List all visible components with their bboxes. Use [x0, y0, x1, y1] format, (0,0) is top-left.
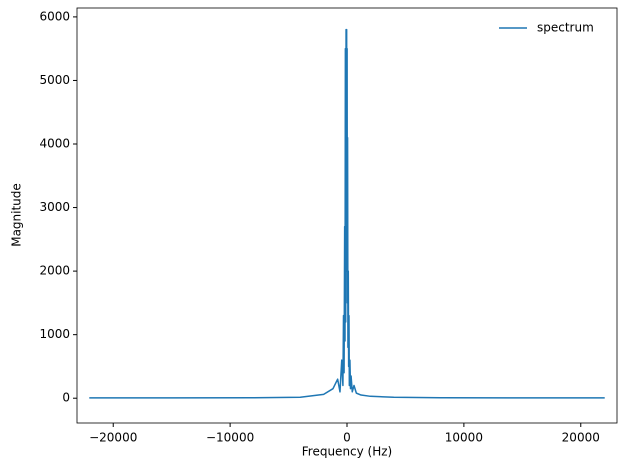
- x-tick-label: −20000: [89, 431, 137, 445]
- plot-frame: [76, 7, 618, 424]
- x-tick-label: 0: [343, 431, 351, 445]
- x-tick-label: −10000: [206, 431, 254, 445]
- y-tick-label: 0: [62, 391, 70, 405]
- x-tick-label: 10000: [445, 431, 483, 445]
- y-tick-label: 2000: [39, 264, 70, 278]
- spectrum-line: [89, 28, 605, 399]
- y-tick-label: 5000: [39, 73, 70, 87]
- x-axis-label: Frequency (Hz): [302, 445, 393, 459]
- legend-label: spectrum: [537, 21, 594, 35]
- y-tick-label: 1000: [39, 327, 70, 341]
- y-tick-label: 3000: [39, 200, 70, 214]
- x-tick-label: 20000: [562, 431, 600, 445]
- y-tick-label: 6000: [39, 9, 70, 23]
- y-axis-label: Magnitude: [10, 183, 24, 247]
- y-tick-label: 4000: [39, 137, 70, 151]
